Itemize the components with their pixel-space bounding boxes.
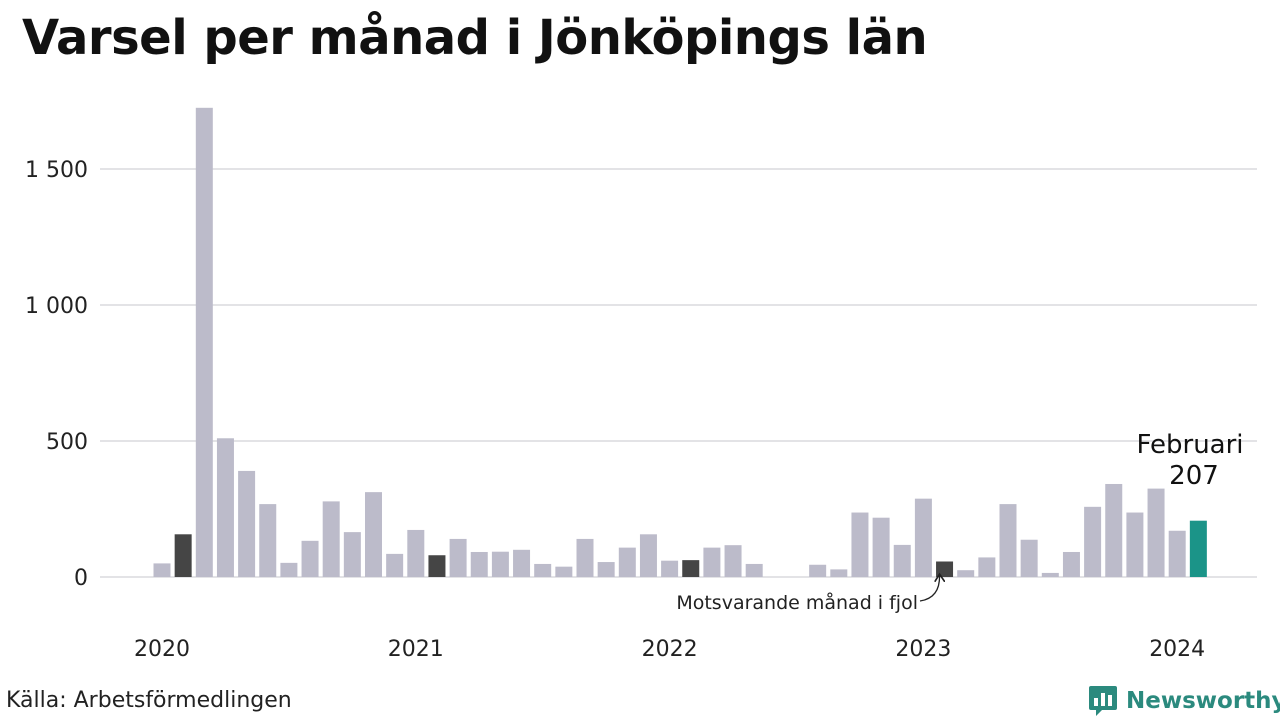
bar-2020-12	[386, 553, 404, 577]
bar-2024-01	[1168, 530, 1186, 577]
bar-2022-05	[745, 563, 763, 577]
bar-2022-02	[682, 560, 700, 577]
bar-2021-01	[407, 529, 425, 577]
y-tick-label: 1 000	[25, 294, 88, 319]
bar-2024-02	[1189, 520, 1207, 577]
y-tick-label: 1 500	[25, 158, 88, 183]
bar-2021-12	[639, 534, 657, 577]
bar-2023-04	[978, 557, 996, 577]
bar-2023-12	[1147, 488, 1165, 577]
highlight-month-label: Februari	[1136, 430, 1243, 460]
bar-2022-04	[724, 545, 742, 577]
bar-2022-10	[851, 512, 869, 577]
bar-2021-05	[491, 551, 509, 577]
bar-2020-02	[174, 534, 192, 577]
bar-2023-08	[1062, 551, 1080, 577]
bar-2021-09	[576, 538, 594, 577]
bar-2020-08	[301, 540, 319, 577]
bar-2023-01	[914, 498, 932, 577]
bar-2023-02	[936, 561, 954, 577]
y-tick-label: 500	[46, 430, 88, 455]
x-axis-ticks: 2020 2021 2022 2023 2024	[134, 637, 1205, 662]
newsworthy-logo-icon	[1089, 686, 1117, 716]
y-tick-label: 0	[74, 566, 88, 591]
bar-2022-11	[872, 517, 890, 577]
bar-2023-09	[1084, 506, 1102, 577]
highlight-value-label: 207	[1169, 461, 1219, 491]
bar-2020-10	[343, 532, 361, 577]
bar-2021-03	[449, 538, 467, 577]
y-axis-ticks: 0 500 1 000 1 500	[25, 158, 88, 591]
bar-2022-03	[703, 547, 721, 577]
brand-name: Newsworthy	[1126, 688, 1280, 714]
bar-2021-11	[618, 547, 636, 577]
bar-2021-06	[513, 549, 531, 577]
x-tick-label: 2023	[895, 637, 951, 662]
chart-title: Varsel per månad i Jönköpings län	[22, 10, 928, 66]
bar-2021-07	[534, 563, 552, 577]
bars	[153, 107, 1207, 578]
x-tick-label: 2024	[1149, 637, 1205, 662]
bar-2020-05	[238, 470, 256, 577]
bar-2020-06	[259, 504, 277, 577]
brand-logo: Newsworthy	[1088, 684, 1280, 718]
annotation-arrow	[919, 575, 940, 602]
bar-2023-11	[1126, 512, 1144, 577]
comparison-annotation: Motsvarande månad i fjol	[676, 591, 918, 614]
bar-2020-04	[216, 438, 234, 577]
x-tick-label: 2021	[388, 637, 444, 662]
bar-2023-07	[1041, 572, 1059, 577]
bar-2020-09	[322, 501, 340, 577]
bar-2023-03	[957, 570, 975, 577]
bar-2022-01	[661, 560, 679, 577]
bar-2021-08	[555, 566, 573, 577]
x-tick-label: 2022	[642, 637, 698, 662]
x-tick-label: 2020	[134, 637, 190, 662]
bar-2022-08	[809, 564, 827, 577]
bar-2020-01	[153, 563, 171, 577]
bar-2022-09	[830, 569, 848, 577]
bar-2021-04	[470, 551, 488, 577]
bar-2021-10	[597, 562, 615, 577]
bar-2020-07	[280, 562, 298, 577]
bar-2023-05	[999, 504, 1017, 577]
bar-2023-10	[1105, 483, 1123, 577]
bar-2023-06	[1020, 539, 1038, 577]
bar-2020-11	[365, 492, 382, 577]
bar-2021-02	[428, 555, 446, 577]
bar-2020-03	[195, 107, 213, 578]
source-note: Källa: Arbetsförmedlingen	[6, 688, 292, 713]
bar-2022-12	[893, 544, 911, 577]
